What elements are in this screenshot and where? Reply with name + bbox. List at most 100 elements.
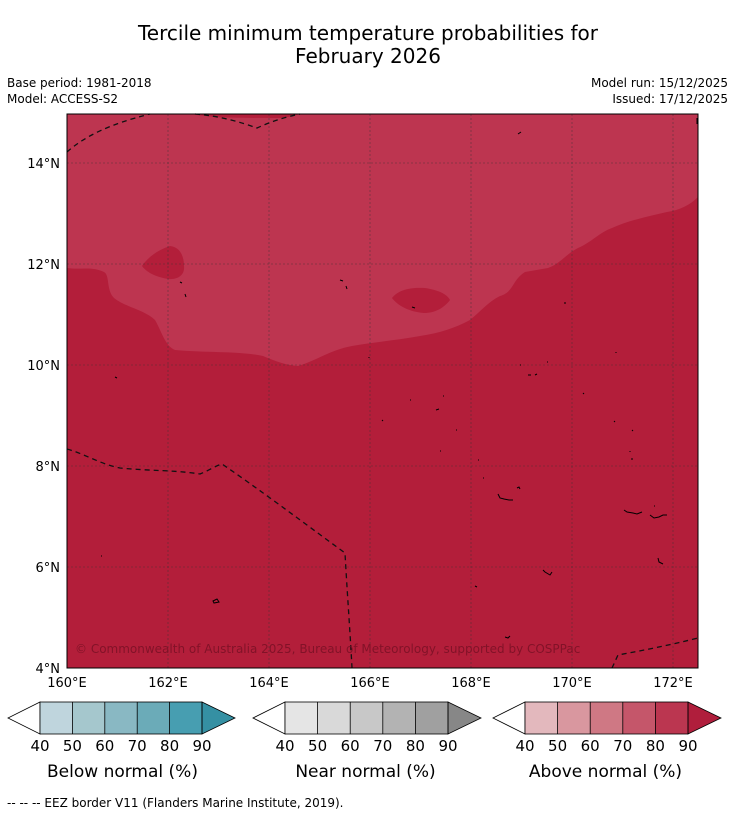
issued-date: Issued: 17/12/2025: [612, 92, 728, 106]
colorbar-above-arrow-low: [492, 701, 526, 735]
eez-footnote: -- -- -- EEZ border V11 (Flanders Marine…: [7, 796, 344, 810]
colorbar-tick: 80: [160, 737, 179, 755]
colorbar-tick: 50: [63, 737, 82, 755]
colorbar-above-bin: [622, 702, 656, 734]
colorbar-above-frame: [524, 701, 689, 735]
model-name: Model: ACCESS-S2: [7, 92, 119, 106]
eez-border-north-central: [194, 113, 301, 129]
map-frame: [66, 113, 699, 669]
island: [411, 306, 416, 309]
meta-left: Base period: 1981-2018 Model: ACCESS-S2: [7, 75, 152, 107]
colorbar-near-bin: [285, 702, 318, 734]
colorbar-tick: 80: [646, 737, 665, 755]
colorbar-below-bin: [137, 702, 170, 734]
copyright-notice: © Commonwealth of Australia 2025, Bureau…: [75, 642, 580, 656]
island: [474, 585, 511, 639]
colorbar-tick: 90: [192, 737, 211, 755]
colorbar-below-dividers: [72, 702, 171, 734]
probability-pocket-central: [392, 287, 450, 313]
colorbar-near-arrow-low: [252, 701, 286, 735]
colorbar-tick: 80: [406, 737, 425, 755]
colorbar-below-label: Below normal (%): [47, 762, 198, 782]
islands: [101, 118, 698, 639]
eez-border-north: [66, 113, 151, 153]
island: [381, 395, 484, 479]
island: [339, 279, 348, 290]
colorbar-above-bin: [525, 702, 558, 734]
colorbar-tick: 40: [275, 737, 294, 755]
probability-pocket-west: [142, 246, 185, 280]
colorbar-tick: 60: [95, 737, 114, 755]
eez-border-middle: [66, 448, 353, 669]
lat-tick-label: 8°N: [36, 460, 61, 475]
colorbar-above-dividers: [557, 702, 656, 734]
island: [101, 555, 553, 576]
island: [517, 131, 522, 135]
colorbar-near-bin: [317, 702, 351, 734]
colorbar-near-arrow-high: [447, 701, 482, 735]
island: [623, 509, 667, 519]
lat-tick-label: 4°N: [36, 662, 61, 677]
colorbar-near-dividers: [317, 702, 416, 734]
colorbar-tick: 40: [30, 737, 49, 755]
colorbar-tick: 70: [373, 737, 392, 755]
lon-tick-label: 162°E: [148, 676, 188, 691]
grid-lines: [67, 114, 698, 668]
colorbar-tick: 50: [548, 737, 567, 755]
colorbar-below-bin: [169, 702, 202, 734]
axis-ticks: 160°E 162°E 164°E 166°E 168°E 170°E 172°…: [27, 157, 693, 691]
colorbar-above-arrow-high: [687, 701, 722, 735]
colorbar-above: 40 50 60 70 80 90: [492, 701, 722, 755]
lon-tick-label: 166°E: [350, 676, 390, 691]
colorbar-near-bin: [350, 702, 383, 734]
colorbar-tick: 90: [678, 737, 697, 755]
colorbar-above-label: Above normal (%): [528, 762, 683, 782]
colorbar-above-bin: [557, 702, 591, 734]
lat-tick-label: 14°N: [27, 157, 60, 172]
title-line-1: Tercile minimum temperature probabilitie…: [137, 21, 599, 45]
colorbar-tick: 60: [581, 737, 600, 755]
map-panel: © Commonwealth of Australia 2025, Bureau…: [66, 113, 699, 669]
meta-right: Model run: 15/12/2025 Issued: 17/12/2025: [591, 75, 728, 107]
island: [179, 281, 187, 298]
colorbar-above-bin: [590, 702, 623, 734]
lon-tick-label: 172°E: [653, 676, 693, 691]
base-period: Base period: 1981-2018: [7, 76, 152, 90]
eez-borders: [66, 113, 699, 669]
lon-tick-label: 170°E: [552, 676, 592, 691]
probability-field-80-90: [67, 114, 698, 366]
lat-tick-label: 12°N: [27, 258, 60, 273]
lon-tick-label: 168°E: [451, 676, 491, 691]
island: [212, 598, 220, 604]
colorbar-tick: 90: [438, 737, 457, 755]
colorbar-near-frame: [284, 701, 449, 735]
island: [497, 486, 521, 501]
colorbar-below-arrow-high: [201, 701, 236, 735]
colorbar-below-arrow-low: [7, 701, 41, 735]
lon-tick-label: 164°E: [249, 676, 289, 691]
colorbar-tick: 40: [515, 737, 534, 755]
colorbar-below-bin: [40, 702, 73, 734]
lat-tick-label: 6°N: [36, 561, 61, 576]
island: [654, 505, 664, 565]
model-run: Model run: 15/12/2025: [590, 76, 728, 90]
colorbar-near: 40 50 60 70 80 90: [252, 701, 482, 755]
island: [368, 357, 548, 376]
colorbar-below: 40 50 60 70 80 90: [7, 701, 236, 755]
lon-tick-label: 160°E: [47, 676, 87, 691]
colorbar-above-bin: [655, 702, 688, 734]
colorbar-near-bin: [382, 702, 416, 734]
colorbar-tick: 60: [341, 737, 360, 755]
colorbar-below-frame: [39, 701, 203, 735]
colorbar-near-label: Near normal (%): [295, 762, 436, 782]
colorbar-tick: 50: [308, 737, 327, 755]
island: [582, 392, 634, 460]
colorbar-below-bin: [72, 702, 105, 734]
colorbar-tick: 70: [613, 737, 632, 755]
title-line-2: February 2026: [295, 44, 441, 68]
chart-title: Tercile minimum temperature probabilitie…: [0, 22, 736, 68]
colorbar-near-bin: [415, 702, 448, 734]
colorbar-below-bin: [104, 702, 138, 734]
colorbar-tick: 70: [128, 737, 147, 755]
